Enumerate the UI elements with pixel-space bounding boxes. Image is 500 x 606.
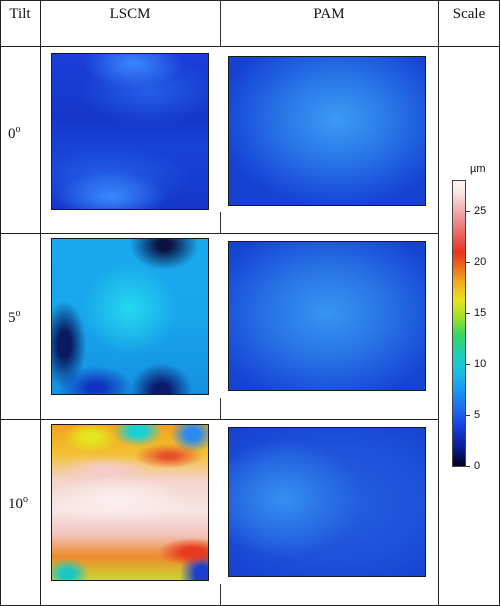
header-tilt: Tilt — [9, 6, 31, 22]
col-divider-2-top — [220, 0, 221, 46]
degree-mark: o — [23, 494, 28, 505]
pam-map-tilt-0 — [228, 56, 426, 206]
colorbar — [452, 180, 466, 467]
table-top-border — [0, 0, 500, 1]
pam-map-tilt-5 — [228, 241, 426, 391]
colorbar-tick — [466, 466, 470, 467]
pam-map-tilt-10 — [228, 427, 426, 577]
colorbar-tick-label: 0 — [474, 460, 481, 472]
degree-mark: o — [15, 124, 21, 135]
colorbar-tick-label: 20 — [474, 256, 487, 268]
colorbar-tick — [466, 262, 470, 263]
col-divider-2-stub — [220, 212, 221, 233]
tilt-value: 0 — [8, 126, 16, 142]
degree-mark: o — [15, 308, 21, 319]
tilt-value: 5 — [8, 310, 16, 326]
tilt-label-0: 0o — [8, 124, 21, 143]
col-divider-2-stub — [220, 398, 221, 419]
colorbar-tick — [466, 415, 470, 416]
col-divider-1 — [40, 0, 41, 606]
table-left-border — [0, 0, 1, 606]
colorbar-tick-label: 10 — [474, 358, 487, 370]
colorbar-tick — [466, 211, 470, 212]
tilt-label-5: 5o — [8, 308, 21, 327]
row-divider-1 — [0, 233, 438, 234]
lscm-map-tilt-0 — [51, 53, 209, 210]
colorbar-tick-label: 5 — [474, 409, 481, 421]
colorbar-tick — [466, 313, 470, 314]
tilt-label-10: 10o — [8, 494, 28, 513]
col-divider-2-stub — [220, 584, 221, 605]
header-lscm: LSCM — [109, 6, 151, 22]
colorbar-unit: µm — [470, 163, 486, 175]
col-divider-3 — [438, 0, 439, 606]
lscm-map-tilt-5 — [51, 238, 209, 395]
header-pam: PAM — [313, 6, 345, 22]
row-divider-2 — [0, 419, 438, 420]
colorbar-tick-label: 25 — [474, 205, 487, 217]
colorbar-tick-label: 15 — [474, 307, 487, 319]
header-scale: Scale — [452, 6, 486, 22]
tilt-value: 10 — [8, 496, 23, 512]
header-row-divider — [0, 46, 500, 47]
colorbar-tick — [466, 364, 470, 365]
lscm-map-tilt-10 — [51, 424, 209, 581]
